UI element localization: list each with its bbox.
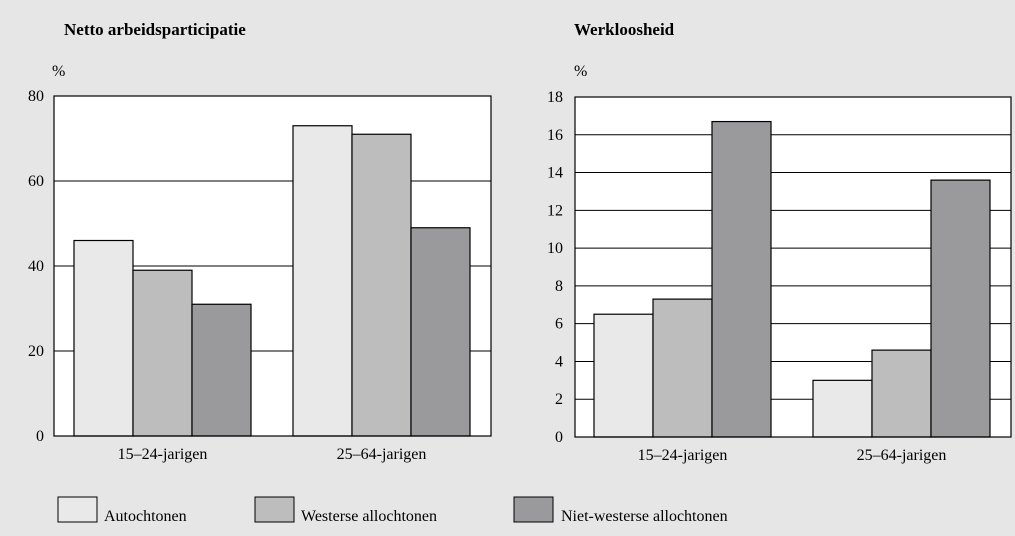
legend-label-niet-westerse-allochtonen: Niet-westerse allochtonen <box>561 508 728 525</box>
chart-left-bar-westerse-allochtonen-2 <box>351 133 412 437</box>
chart-left-y-tick-label: 80 <box>28 88 44 105</box>
chart-left-unit-label: % <box>52 63 65 80</box>
chart-right-bar-autochtonen-2 <box>812 379 873 438</box>
chart-left-category-label: 15–24-jarigen <box>118 446 208 463</box>
chart-right-y-tick-label: 2 <box>555 391 563 408</box>
chart-left-y-tick-label: 0 <box>36 428 44 445</box>
legend-swatch-niet-westerse-allochtonen <box>513 496 554 523</box>
chart-left-frame <box>53 95 492 437</box>
chart-right-category-label: 25–64-jarigen <box>857 447 947 464</box>
legend-item-westerse-allochtonen: Westerse allochtonen <box>254 496 437 525</box>
chart-left-y-tick-label: 20 <box>28 343 44 360</box>
chart-right: Werkloosheid % 0 2 4 6 8 10 12 14 16 18 15–24-jari… <box>547 20 1012 464</box>
chart-right-bar-westerse-allochtonen-1 <box>652 298 713 438</box>
chart-right-y-tick-label: 12 <box>547 202 563 219</box>
chart-left-category-label: 25–64-jarigen <box>337 446 427 463</box>
chart-left-bar-niet-westerse-allochtonen-1 <box>191 303 252 437</box>
legend-item-autochtonen: Autochtonen <box>57 496 187 525</box>
chart-right-y-tick-label: 0 <box>555 429 563 446</box>
chart-right-y-tick-label: 8 <box>555 278 563 295</box>
chart-right-bar-niet-westerse-allochtonen-2 <box>930 179 991 438</box>
chart-left: Netto arbeidsparticipatie % 0 20 40 60 80 15–… <box>28 20 492 463</box>
chart-left-bar-autochtonen-1 <box>73 239 134 437</box>
legend-label-autochtonen: Autochtonen <box>104 508 187 525</box>
chart-right-frame <box>574 96 1012 438</box>
chart-right-title: Werkloosheid <box>574 20 675 39</box>
chart-right-y-tick-label: 16 <box>547 127 563 144</box>
chart-right-y-tick-label: 10 <box>547 240 563 257</box>
chart-right-y-tick-label: 18 <box>547 89 563 106</box>
legend-swatch-autochtonen <box>57 496 98 523</box>
chart-right-unit-label: % <box>574 63 587 80</box>
chart-right-category-label: 15–24-jarigen <box>638 447 728 464</box>
legend: Autochtonen Westerse allochtonen Niet-we… <box>57 496 728 525</box>
chart-left-title: Netto arbeidsparticipatie <box>64 20 246 39</box>
chart-left-y-tick-label: 40 <box>28 258 44 275</box>
chart-left-bar-niet-westerse-allochtonen-2 <box>410 227 471 437</box>
legend-swatch-westerse-allochtonen <box>254 496 295 523</box>
chart-right-y-tick-label: 14 <box>547 165 563 182</box>
chart-right-y-tick-label: 6 <box>555 316 563 333</box>
chart-left-bar-autochtonen-2 <box>292 125 353 437</box>
chart-left-bar-westerse-allochtonen-1 <box>132 269 193 437</box>
chart-right-y-tick-label: 4 <box>555 353 563 370</box>
chart-left-y-tick-label: 60 <box>28 173 44 190</box>
chart-right-plot: 0 2 4 6 8 10 12 14 16 18 15–24-jarigen 25–64-jarige… <box>547 89 1012 464</box>
chart-right-bar-autochtonen-1 <box>593 313 654 438</box>
legend-item-niet-westerse-allochtonen: Niet-westerse allochtonen <box>513 496 728 525</box>
chart-left-plot: 0 20 40 60 80 15–24-jarigen 25–64-jarigen <box>28 88 492 463</box>
chart-right-bar-westerse-allochtonen-2 <box>871 349 932 438</box>
chart-right-bar-niet-westerse-allochtonen-1 <box>711 120 772 438</box>
legend-label-westerse-allochtonen: Westerse allochtonen <box>301 508 437 525</box>
